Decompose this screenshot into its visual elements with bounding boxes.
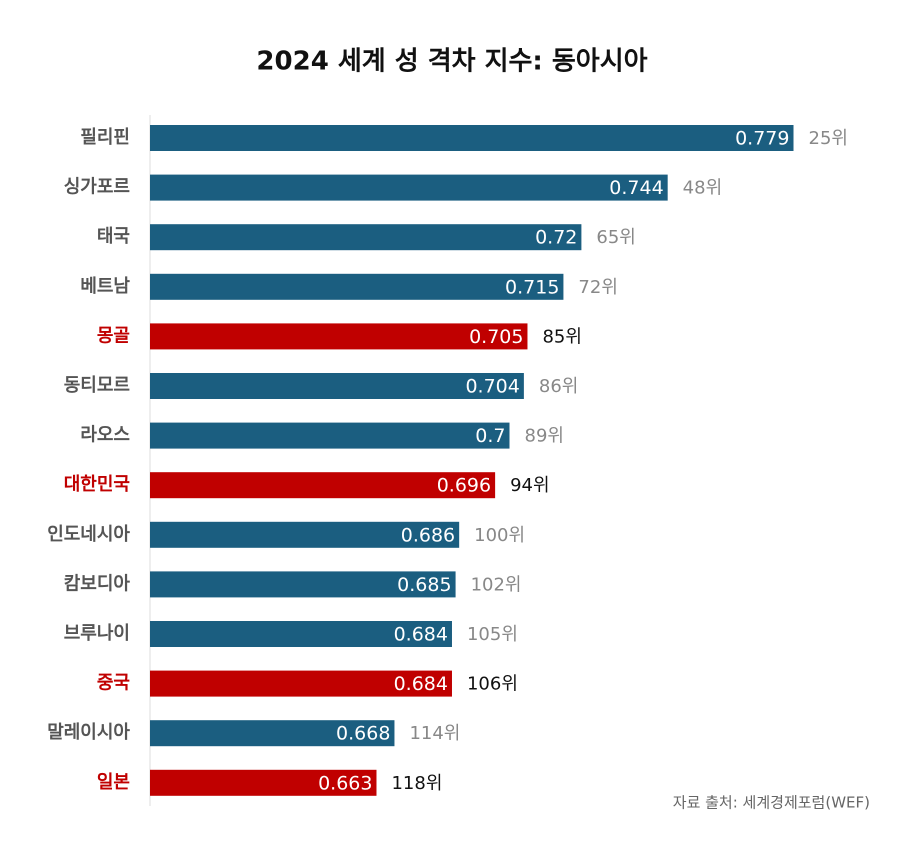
source-note: 자료 출처: 세계경제포럼(WEF) — [673, 794, 870, 812]
bar — [150, 422, 510, 449]
rank-label: 102위 — [471, 574, 522, 595]
rank-label: 106위 — [467, 674, 518, 695]
bar — [150, 273, 564, 300]
rank-label: 94위 — [510, 475, 549, 496]
bar — [150, 323, 528, 350]
rank-label: 85위 — [542, 326, 581, 347]
category-label: 베트남 — [80, 276, 130, 297]
bar — [150, 472, 496, 499]
bar — [150, 670, 452, 697]
category-label: 브루나이 — [64, 623, 130, 644]
bar — [150, 521, 460, 548]
category-label: 대한민국 — [64, 474, 130, 495]
bar — [150, 373, 524, 399]
category-label: 말레이시아 — [47, 722, 130, 743]
bar — [150, 125, 794, 151]
value-label: 0.684 — [394, 624, 448, 646]
value-label: 0.779 — [735, 128, 789, 150]
value-label: 0.744 — [609, 177, 663, 199]
category-label: 동티모르 — [64, 375, 130, 396]
category-label: 몽골 — [97, 325, 130, 346]
value-label: 0.663 — [318, 772, 372, 794]
category-label: 태국 — [97, 226, 130, 247]
category-label: 라오스 — [80, 425, 130, 446]
value-label: 0.686 — [401, 524, 455, 546]
category-label: 일본 — [97, 772, 130, 793]
bar — [150, 769, 377, 796]
category-label: 필리핀 — [80, 127, 130, 148]
rank-label: 105위 — [467, 624, 518, 645]
rank-label: 118위 — [391, 773, 442, 794]
value-label: 0.668 — [336, 723, 390, 745]
value-label: 0.715 — [505, 276, 559, 298]
value-label: 0.696 — [437, 475, 491, 497]
value-label: 0.684 — [394, 673, 448, 695]
bar — [150, 571, 456, 598]
rank-label: 48위 — [683, 178, 722, 199]
category-label: 인도네시아 — [47, 524, 130, 545]
rank-label: 86위 — [539, 376, 578, 397]
bar — [150, 621, 452, 647]
category-label: 싱가포르 — [64, 177, 130, 198]
rank-label: 100위 — [474, 525, 525, 546]
rank-label: 65위 — [596, 227, 635, 248]
value-label: 0.7 — [475, 425, 505, 447]
rank-label: 114위 — [409, 723, 460, 744]
rank-label: 89위 — [525, 426, 564, 447]
bar — [150, 224, 582, 251]
bar — [150, 174, 668, 201]
value-label: 0.705 — [469, 326, 523, 348]
value-label: 0.704 — [465, 376, 519, 398]
bar — [150, 720, 395, 747]
value-label: 0.685 — [397, 574, 451, 596]
category-label: 중국 — [97, 673, 130, 694]
category-label: 캄보디아 — [64, 573, 131, 594]
value-label: 0.72 — [535, 227, 577, 249]
rank-label: 25위 — [809, 128, 848, 149]
chart-title: 2024 세계 성 격차 지수: 동아시아 — [256, 47, 647, 77]
rank-label: 72위 — [578, 277, 617, 298]
